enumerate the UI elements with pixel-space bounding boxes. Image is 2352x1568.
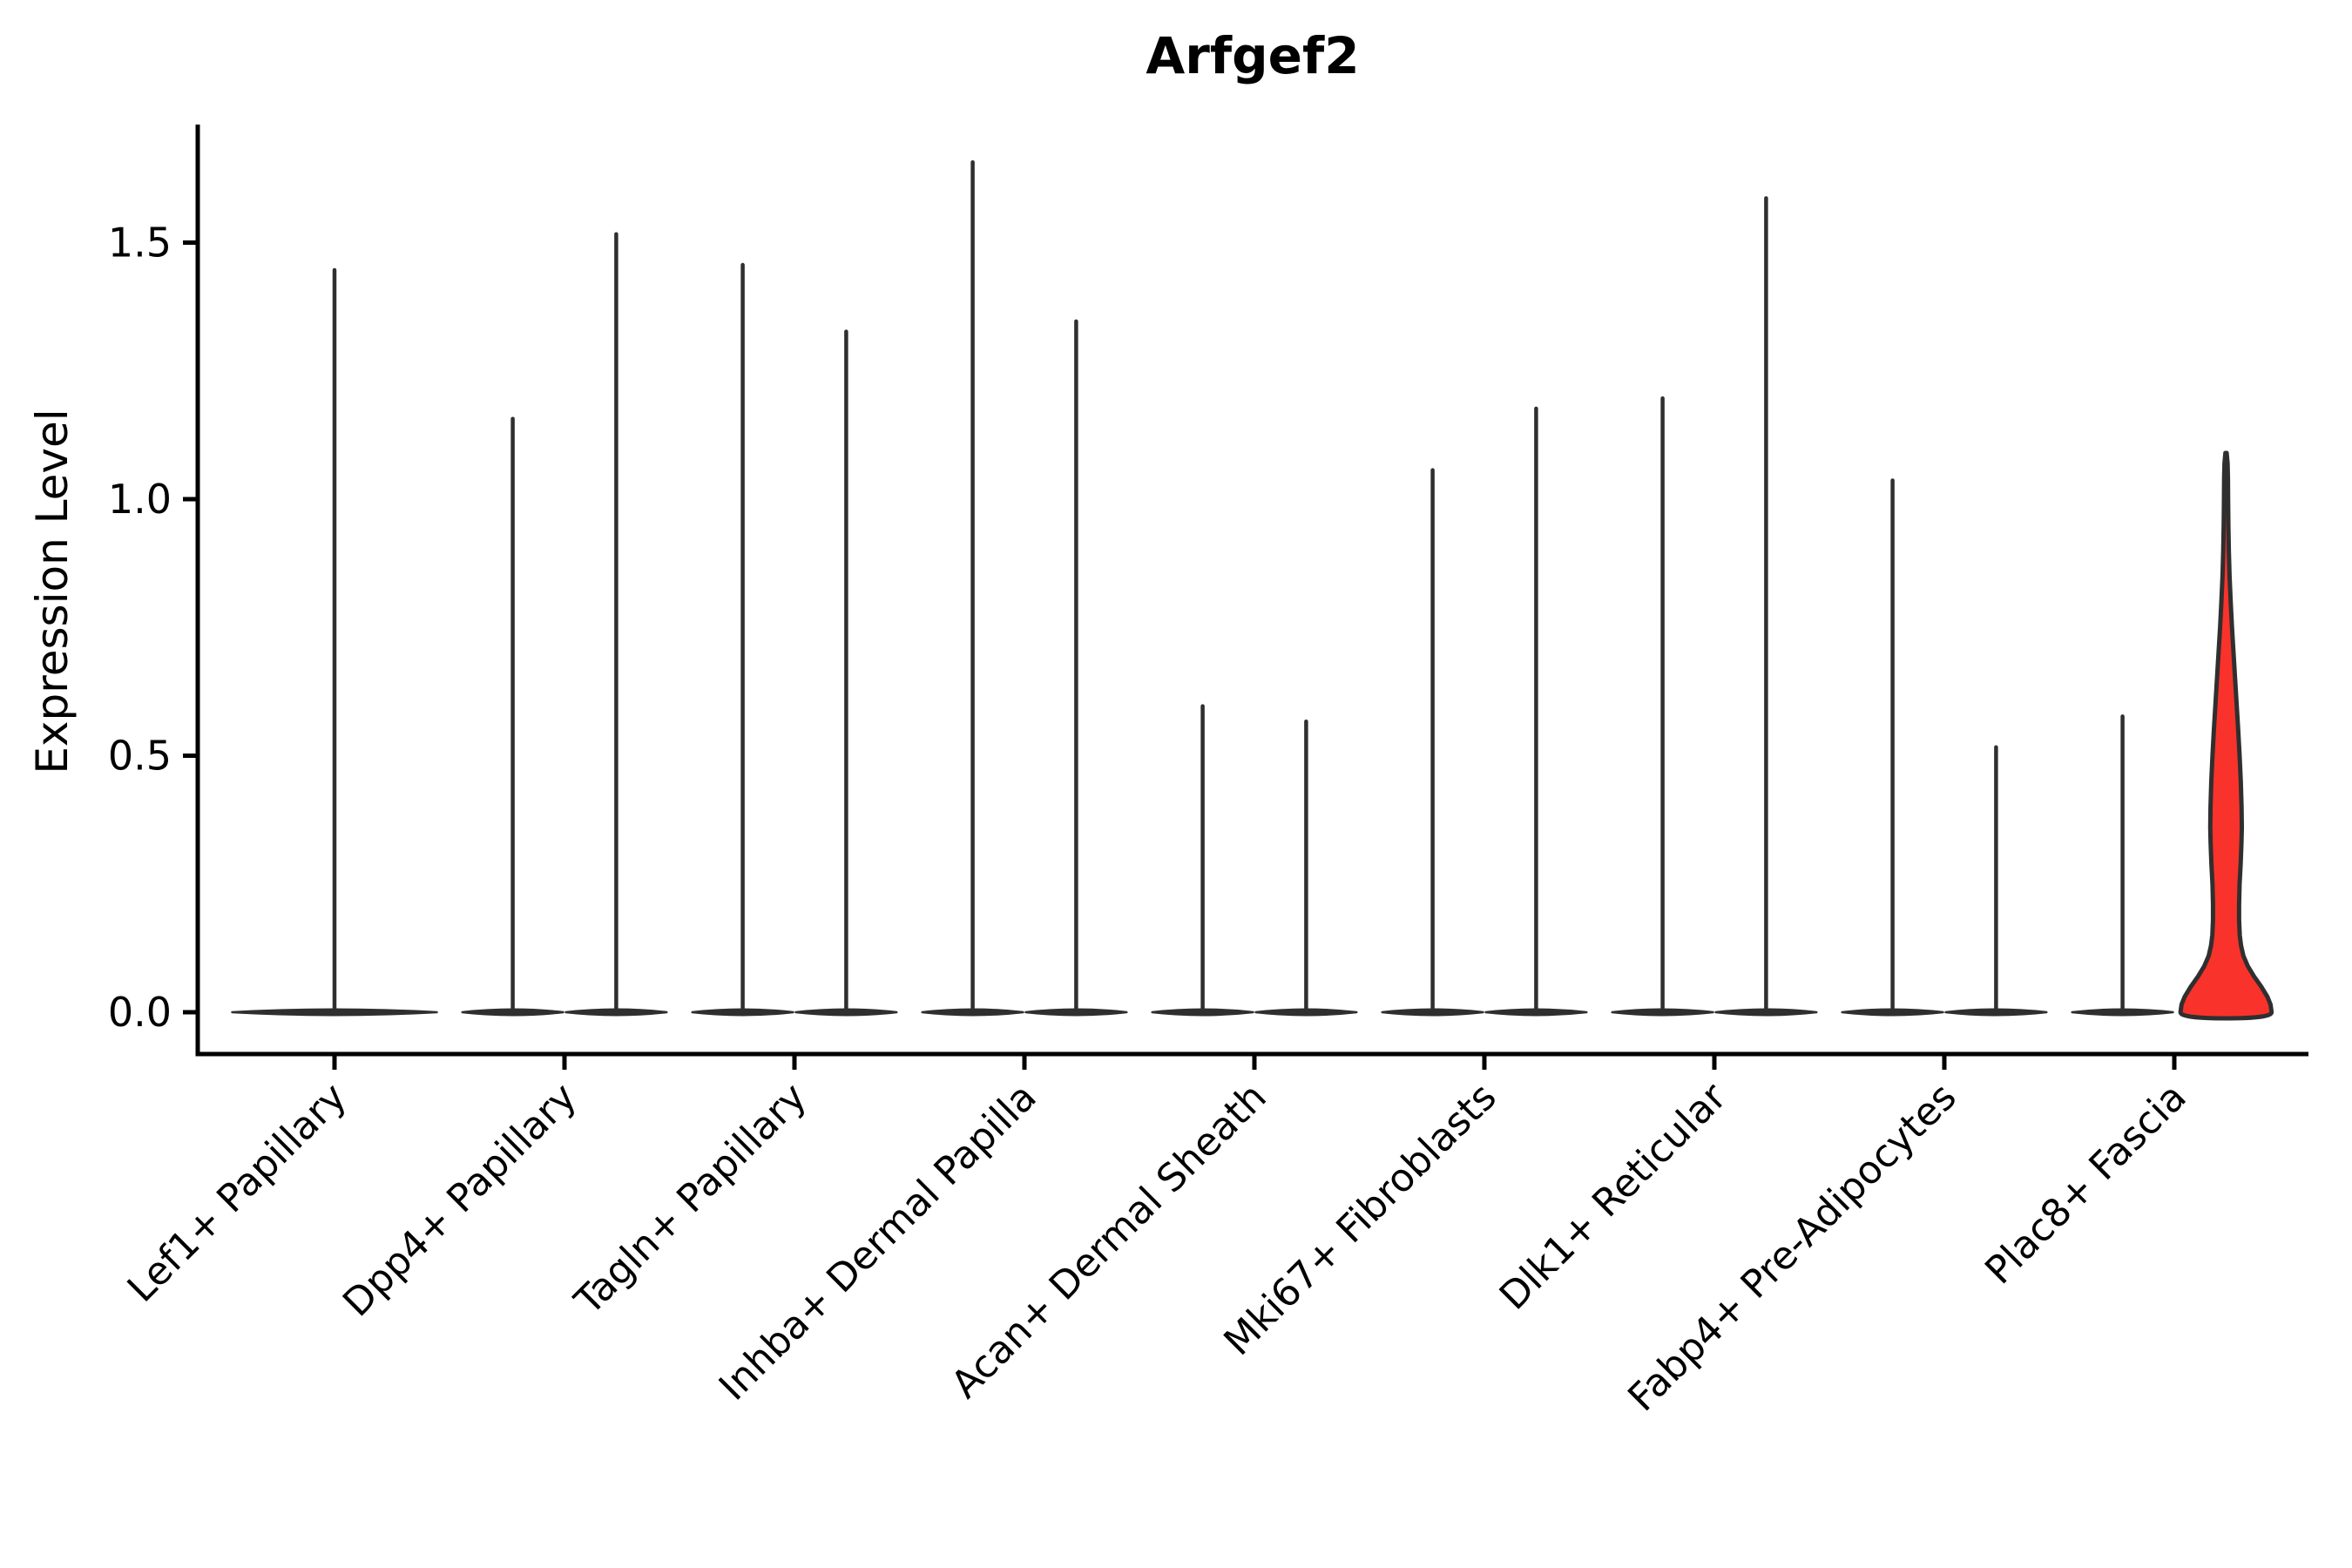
x-tick-label: Dlk1+ Reticular [1491, 1074, 1736, 1319]
chart-title: Arfgef2 [1146, 26, 1360, 85]
y-tick-label: 0.0 [108, 989, 172, 1036]
x-tick-label: Plac8+ Fascia [1977, 1075, 2195, 1294]
x-tick-label: Lef1+ Papillary [119, 1075, 355, 1311]
y-tick-label: 0.5 [108, 733, 172, 780]
x-tick-label: Dpp4+ Papillary [335, 1075, 585, 1326]
x-tick-label: Tagln+ Papillary [566, 1075, 815, 1324]
y-tick-label: 1.0 [108, 476, 172, 523]
violin-highlighted [2178, 450, 2274, 1021]
y-tick-label: 1.5 [108, 220, 172, 267]
